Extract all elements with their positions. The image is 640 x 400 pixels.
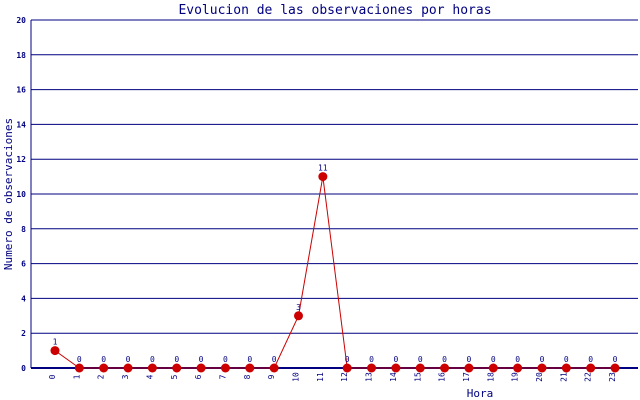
data-point: [50, 346, 60, 356]
y-tick-label: 14: [16, 120, 26, 129]
data-point: [220, 363, 230, 373]
data-label: 0: [613, 355, 618, 364]
x-tick-label: 0: [48, 374, 57, 379]
data-point: [74, 363, 84, 373]
data-label: 0: [369, 355, 374, 364]
y-tick-label: 16: [16, 86, 26, 95]
x-tick-label: 18: [486, 372, 495, 382]
data-label: 0: [540, 355, 545, 364]
y-tick-label: 8: [21, 225, 26, 234]
data-label: 0: [223, 355, 228, 364]
x-tick-label: 15: [413, 372, 422, 382]
data-point: [245, 363, 255, 373]
x-tick-label: 3: [121, 374, 130, 379]
data-label: 0: [393, 355, 398, 364]
y-tick-label: 2: [21, 329, 26, 338]
y-tick-label: 0: [21, 364, 26, 373]
data-point: [561, 363, 571, 373]
data-point: [172, 363, 182, 373]
chart-title: Evolucion de las observaciones por horas: [178, 3, 491, 18]
data-label: 0: [467, 355, 472, 364]
data-point: [269, 363, 279, 373]
data-point: [415, 363, 425, 373]
data-point: [147, 363, 157, 373]
data-label: 0: [174, 355, 179, 364]
data-point: [123, 363, 133, 373]
x-tick-label: 11: [316, 372, 325, 382]
data-label: 0: [345, 355, 350, 364]
x-tick-label: 17: [462, 372, 471, 382]
series-line: [54, 176, 616, 369]
data-point: [196, 363, 206, 373]
data-point: [294, 311, 303, 321]
y-tick-label: 12: [16, 155, 26, 164]
x-tick-label: 12: [340, 372, 349, 382]
data-point: [537, 363, 547, 373]
data-point: [342, 363, 352, 373]
y-tick-label: 18: [16, 51, 26, 60]
data-point: [440, 363, 450, 373]
x-tick-label: 20: [535, 372, 544, 382]
data-label: 0: [247, 355, 252, 364]
data-label: 0: [101, 355, 106, 364]
x-tick-label: 13: [365, 372, 374, 382]
x-tick-label: 8: [243, 374, 252, 379]
x-tick-label: 2: [97, 374, 106, 379]
x-tick-label: 19: [511, 372, 520, 382]
data-label: 0: [150, 355, 155, 364]
data-label: 0: [564, 355, 569, 364]
x-tick-label: 9: [267, 374, 276, 379]
x-axis-label: Hora: [467, 387, 494, 400]
x-tick-label: 14: [389, 372, 398, 382]
data-point: [513, 363, 523, 373]
data-point: [318, 172, 328, 182]
data-point: [488, 363, 498, 373]
data-label: 0: [272, 355, 277, 364]
x-tick-label: 6: [194, 374, 203, 379]
data-point: [610, 363, 620, 373]
x-tick-label: 5: [170, 374, 179, 379]
data-label: 0: [515, 355, 520, 364]
y-tick-label: 20: [16, 16, 26, 25]
data-label: 0: [588, 355, 593, 364]
y-tick-label: 6: [21, 260, 26, 269]
y-tick-label: 10: [16, 190, 26, 199]
data-label: 0: [77, 355, 82, 364]
x-tick-label: 1: [72, 374, 81, 379]
data-point: [464, 363, 474, 373]
x-tick-label: 10: [292, 372, 301, 382]
data-point: [586, 363, 596, 373]
data-label: 11: [318, 164, 328, 173]
data-label: 1: [53, 338, 58, 347]
x-tick-label: 22: [584, 372, 593, 382]
data-point: [391, 363, 401, 373]
data-label: 0: [126, 355, 131, 364]
x-tick-label: 7: [218, 374, 227, 379]
x-tick-label: 21: [559, 372, 568, 382]
y-axis-label: Numero de observaciones: [2, 118, 15, 270]
data-point: [99, 363, 109, 373]
data-label: 0: [199, 355, 204, 364]
data-point: [367, 363, 377, 373]
data-label: 0: [442, 355, 447, 364]
data-label: 0: [418, 355, 423, 364]
x-tick-label: 23: [608, 372, 617, 382]
x-tick-label: 4: [145, 374, 154, 379]
data-label: 3: [296, 303, 301, 312]
data-label: 0: [491, 355, 496, 364]
y-tick-label: 4: [21, 294, 26, 303]
x-tick-label: 16: [438, 372, 447, 382]
